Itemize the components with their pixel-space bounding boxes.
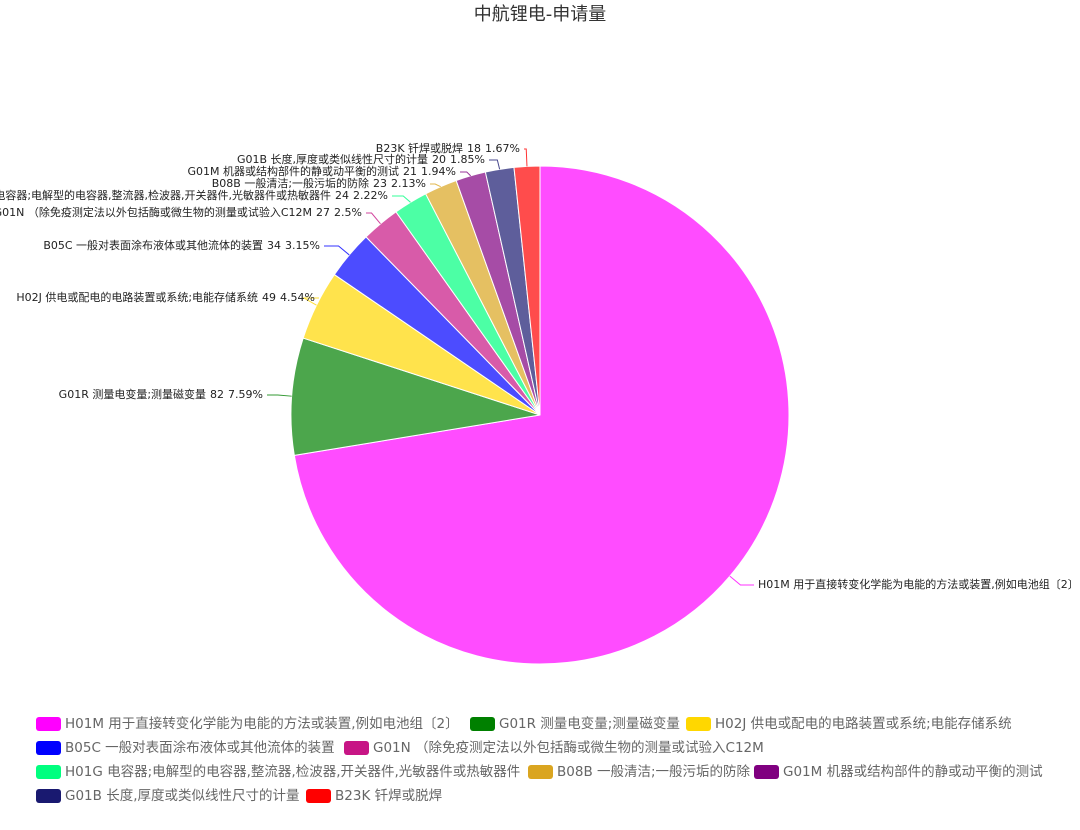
slice-label: B23K 钎焊或脱焊 18 1.67% <box>376 141 520 155</box>
legend-swatch <box>36 789 61 803</box>
leader-line <box>524 148 528 167</box>
label-name: B08B 一般清洁;一般污垢的防除 <box>212 176 369 190</box>
label-name: B23K 钎焊或脱焊 <box>376 141 463 155</box>
slice-label: G01R 测量电变量;测量磁变量 82 7.59% <box>59 387 263 401</box>
legend-label: B23K 钎焊或脱焊 <box>335 788 442 804</box>
legend-label: H01M 用于直接转变化学能为电能的方法或装置,例如电池组〔2〕 <box>65 715 459 732</box>
label-percent: 2.13% <box>391 177 426 190</box>
legend-label: H02J 供电或配电的电路装置或系统;电能存储系统 <box>715 716 1012 732</box>
label-value: 49 <box>262 291 276 304</box>
label-value: 21 <box>403 165 417 178</box>
legend-label: H01G 电容器;电解型的电容器,整流器,检波器,开关器件,光敏器件或热敏器件 <box>65 763 520 780</box>
legend-swatch <box>36 717 61 731</box>
legend-label: B08B 一般清洁;一般污垢的防除 <box>557 764 751 780</box>
legend-swatch <box>36 765 61 779</box>
legend-swatch <box>306 789 331 803</box>
legend-label: G01R 测量电变量;测量磁变量 <box>499 716 680 732</box>
slice-label: H01M 用于直接转变化学能为电能的方法或装置,例如电池组〔2〕78272.41… <box>758 577 1080 591</box>
legend-swatch <box>36 741 61 755</box>
leader-line <box>392 195 411 203</box>
slice-label: G01B 长度,厚度或类似线性尺寸的计量 20 1.85% <box>237 152 485 166</box>
slice-label: H01G 电容器;电解型的电容器,整流器,检波器,开关器件,光敏器件或热敏器件 2… <box>0 188 388 202</box>
label-percent: 3.15% <box>285 239 320 252</box>
legend-swatch <box>344 741 369 755</box>
label-value: 20 <box>432 153 446 166</box>
label-value: 34 <box>267 239 281 252</box>
label-name: B05C 一般对表面涂布液体或其他流体的装置 <box>43 238 263 252</box>
label-value: 82 <box>210 388 224 401</box>
label-percent: 4.54% <box>280 291 315 304</box>
label-percent: 1.94% <box>421 165 456 178</box>
label-value: 24 <box>335 189 349 202</box>
chart-title: 中航锂电-申请量 <box>474 4 607 25</box>
legend-swatch <box>528 765 553 779</box>
leader-line <box>324 245 350 256</box>
label-name: G01M 机器或结构部件的静或动平衡的测试 <box>188 164 400 178</box>
leader-line <box>267 394 292 397</box>
label-name: H01M 用于直接转变化学能为电能的方法或装置,例如电池组〔2〕 <box>758 577 1079 591</box>
leader-line <box>729 575 754 586</box>
slice-label: G01M 机器或结构部件的静或动平衡的测试 21 1.94% <box>188 164 456 178</box>
label-name: G01R 测量电变量;测量磁变量 <box>59 387 206 401</box>
legend-label: G01B 长度,厚度或类似线性尺寸的计量 <box>65 788 299 804</box>
slice-label: H02J 供电或配电的电路装置或系统;电能存储系统 49 4.54% <box>16 290 315 304</box>
legend-swatch <box>686 717 711 731</box>
label-value: 27 <box>316 206 330 219</box>
legend-swatch <box>754 765 779 779</box>
label-name: G01N （除免疫测定法以外包括酶或微生物的测量或试验入C12M <box>0 205 312 219</box>
label-name: H01G 电容器;电解型的电容器,整流器,检波器,开关器件,光敏器件或热敏器件 <box>0 188 331 202</box>
label-percent: 7.59% <box>228 388 263 401</box>
label-percent: 1.67% <box>485 142 520 155</box>
legend-swatch <box>470 717 495 731</box>
leader-line <box>302 297 319 306</box>
leader-line <box>489 159 501 170</box>
leader-line <box>460 171 472 177</box>
label-percent: 2.22% <box>353 189 388 202</box>
label-name: H02J 供电或配电的电路装置或系统;电能存储系统 <box>16 290 258 304</box>
label-value: 23 <box>373 177 387 190</box>
label-percent: 2.5% <box>334 206 362 219</box>
label-value: 18 <box>467 142 481 155</box>
pie-slice <box>293 165 790 665</box>
label-name: G01B 长度,厚度或类似线性尺寸的计量 <box>237 152 428 166</box>
legend-label: G01M 机器或结构部件的静或动平衡的测试 <box>783 764 1043 780</box>
slice-label: B08B 一般清洁;一般污垢的防除 23 2.13% <box>212 176 426 190</box>
slice-label: B05C 一般对表面涂布液体或其他流体的装置 34 3.15% <box>43 238 320 252</box>
leader-line <box>366 212 381 225</box>
slice-label: G01N （除免疫测定法以外包括酶或微生物的测量或试验入C12M 27 2.5% <box>0 205 362 219</box>
legend-label: G01N （除免疫测定法以外包括酶或微生物的测量或试验入C12M <box>373 740 764 756</box>
legend-label: B05C 一般对表面涂布液体或其他流体的装置 <box>65 740 335 756</box>
label-percent: 1.85% <box>450 153 485 166</box>
leader-line <box>430 183 441 188</box>
